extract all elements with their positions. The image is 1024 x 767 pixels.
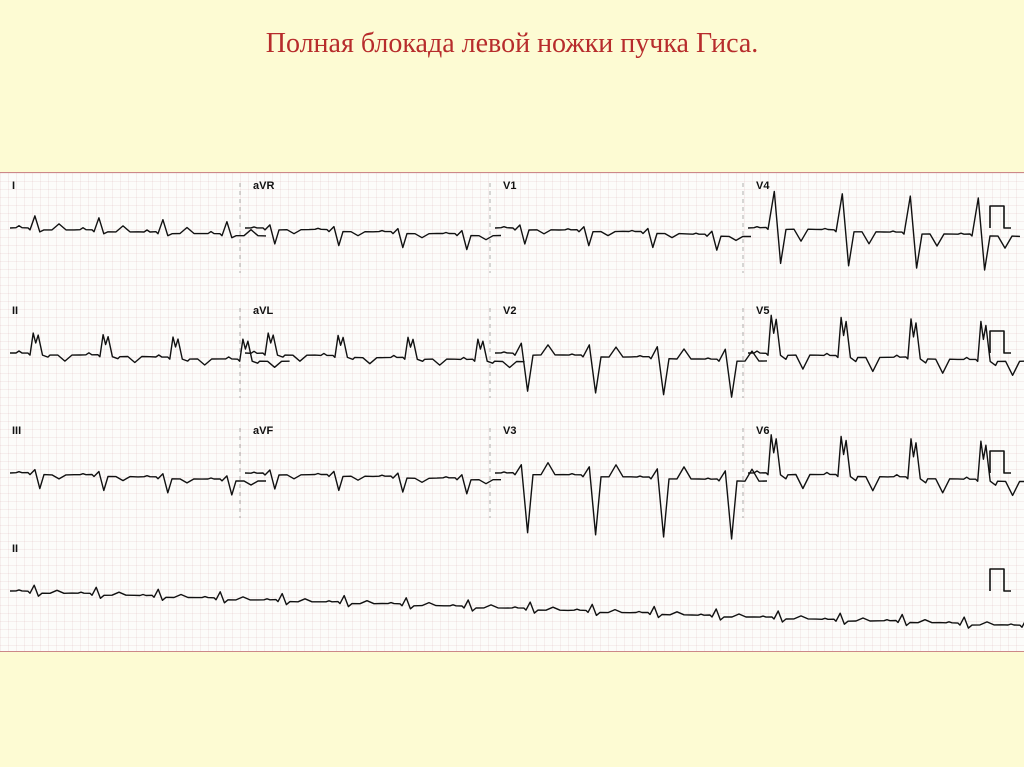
lead-label-avr: aVR: [253, 180, 274, 192]
lead-label-v5: V5: [756, 305, 769, 317]
ecg-traces: [0, 173, 1024, 651]
lead-label-avf: aVF: [253, 425, 273, 437]
lead-label-v3: V3: [503, 425, 516, 437]
lead-label-v1: V1: [503, 180, 516, 192]
lead-label-iii: III: [12, 425, 21, 437]
lead-label-v6: V6: [756, 425, 769, 437]
slide-title: Полная блокада левой ножки пучка Гиса.: [0, 0, 1024, 60]
lead-label-ii: II: [12, 305, 18, 317]
lead-label-v2: V2: [503, 305, 516, 317]
lead-label-v4: V4: [756, 180, 769, 192]
slide: Полная блокада левой ножки пучка Гиса. I…: [0, 0, 1024, 767]
lead-label-ii: II: [12, 543, 18, 555]
lead-label-i: I: [12, 180, 15, 192]
ecg-frame: IaVR V1 V4 II aVL V2 V5 III aVF V3 V6 II: [0, 172, 1024, 652]
lead-label-avl: aVL: [253, 305, 273, 317]
